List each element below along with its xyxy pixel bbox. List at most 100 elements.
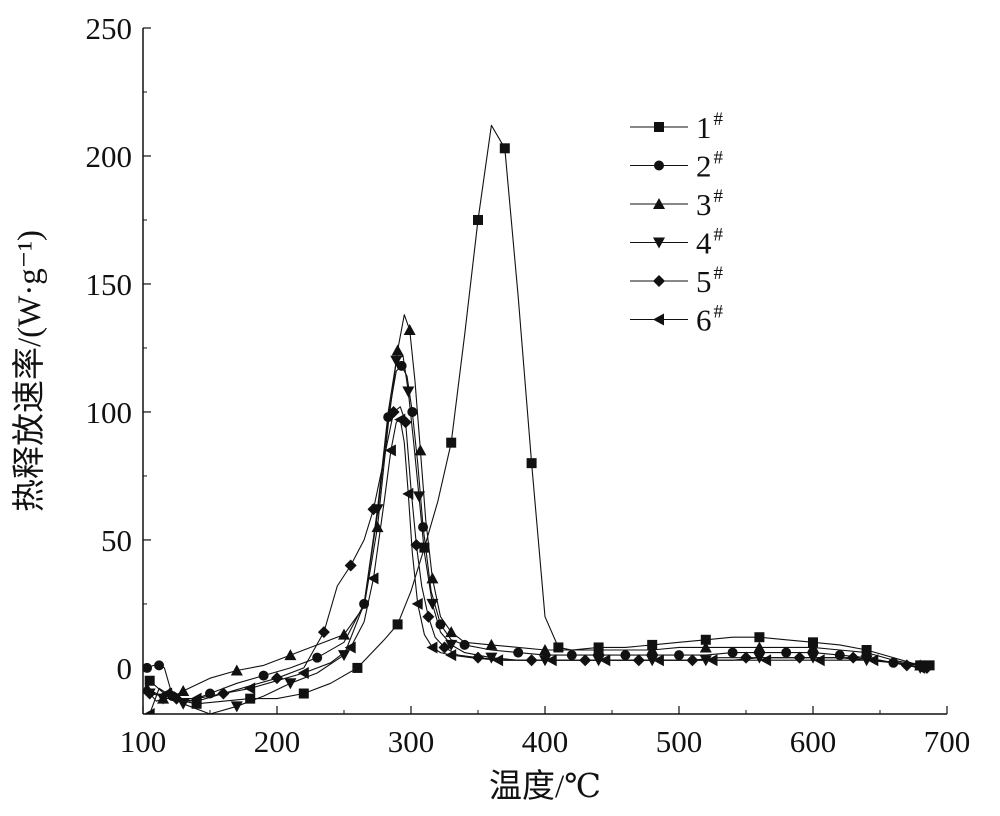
series-1-point [298,688,309,699]
series-6-point [599,654,611,667]
series-5-point [367,503,380,516]
series-3-point [414,444,427,456]
x-tick-label: 300 [388,724,435,759]
series-1-point [473,214,483,225]
series-1-point [144,675,155,686]
series-2-point [513,647,524,658]
series-6-point [545,654,557,667]
series-4-point [426,598,439,610]
series-4-point [230,701,243,713]
series-1-point [446,437,457,448]
series-3-point [807,641,819,653]
series-3-point [230,664,243,676]
x-tick-label: 500 [656,724,703,759]
series-6-point [190,692,202,705]
series-2-point [418,522,429,533]
series-2-point [566,650,577,661]
series-6-point [492,654,504,667]
series-2-line [146,365,921,702]
series-6-point [813,654,825,667]
series-1-point [191,698,202,709]
y-axis-title: 热释放速率/(W·g⁻¹) [11,230,48,512]
series-3-point [592,644,605,656]
series-6-point [402,487,414,500]
series-3-point [860,646,873,658]
series-1 [144,124,935,709]
series-5-point [793,651,806,664]
series-2-point [834,650,845,661]
series-2-point [620,650,631,661]
series-5-point [472,651,484,664]
y-tick-label: 100 [86,395,133,430]
series-6-point [760,654,772,667]
series-5-point [740,651,752,664]
x-axis-title: 温度/℃ [489,768,601,805]
series-1-point [553,642,564,653]
series-3-point [539,644,551,656]
x-tick-label: 100 [120,724,167,759]
y-tick-label: 0 [117,651,133,686]
series-4-point [485,652,498,664]
series-6-point [394,413,406,426]
legend-label: 5 # [696,263,724,299]
series-1-point [245,693,256,704]
series-1-line [149,124,930,705]
series-3-point [485,638,498,650]
y-tick-label: 200 [86,139,133,174]
series-2-point [674,650,684,661]
series-3-point [338,628,350,640]
series-3-point [426,572,439,584]
series-6-point [914,661,926,674]
x-tick-label: 200 [254,724,301,759]
series-1-point [754,632,765,643]
series-4-point [177,698,190,710]
series-3-point [753,641,766,653]
y-tick-label: 250 [86,11,133,46]
legend-marker [654,160,664,171]
legend-label: 3 # [696,186,724,222]
y-tick-label: 50 [101,523,132,558]
series-2-point [727,647,738,658]
series-4-point [284,678,297,690]
series-6 [143,413,926,714]
series-4-point [402,386,415,398]
legend-item-1: 1 # [630,109,724,145]
series-6-point [161,687,173,700]
series-6-point [867,654,879,667]
series-1-point [499,143,510,154]
series-4-point [413,491,426,503]
series-2-point [312,652,323,663]
series-5-point [422,610,435,623]
series-1-point [392,619,403,630]
legend: 1 #2 #3 #4 #5 #6 # [630,109,724,338]
x-tick-label: 700 [924,724,971,759]
legend-marker [653,237,665,249]
legend-item-2: 2 # [630,148,724,184]
series-3-point [391,344,404,356]
series-5-point [143,687,156,700]
axes: 100 200 300 400 500 600 700 0 50 100 150 200 250 [86,11,971,759]
series-4-point [390,355,403,367]
legend-marker [653,313,664,326]
series-2-point [154,660,165,671]
x-tick-label: 600 [790,724,837,759]
series-5-point [438,641,451,654]
series-2-point [407,406,418,417]
series-3-point [177,684,190,696]
series-3-point [403,324,416,336]
series-5-point [387,405,400,418]
series-6-point [652,654,664,667]
series-1-point [700,634,711,645]
series-5-point [344,559,357,572]
series-2-point [258,670,269,681]
series-2-point [459,639,470,650]
series-6-point [367,572,379,585]
series-1-point [526,458,537,469]
series-6-point [297,667,309,680]
series-4-point [338,650,350,662]
legend-marker [653,198,665,209]
series-3 [143,314,927,704]
series-5-point [317,626,330,639]
